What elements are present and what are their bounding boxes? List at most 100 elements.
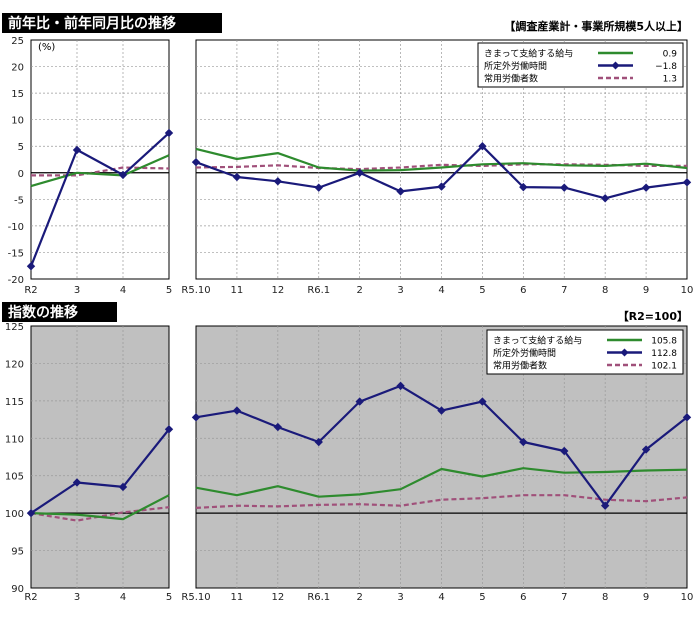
legend-value: 1.3 — [663, 75, 677, 85]
series-line-wage — [195, 467, 688, 498]
legend-value: −1.8 — [655, 62, 677, 72]
data-point — [682, 413, 692, 422]
data-point — [478, 397, 487, 406]
x-tick-label: 12 — [271, 592, 284, 603]
data-point — [682, 178, 692, 187]
x-tick-label: 2 — [356, 592, 362, 603]
data-point — [191, 413, 201, 422]
y-tick-label: -10 — [8, 222, 24, 233]
x-tick-label: R2 — [24, 592, 37, 603]
x-tick-label: 3 — [74, 285, 80, 296]
legend-value: 102.1 — [651, 362, 677, 372]
series-line-workers — [30, 506, 170, 522]
x-tick-label: 11 — [231, 592, 244, 603]
y-tick-label: 105 — [5, 472, 24, 483]
chart-title: 前年比・前年同月比の推移 — [8, 15, 176, 32]
chart-title-badge — [2, 13, 222, 33]
panel-0: R2 3 4 5 — [24, 325, 174, 603]
data-point — [26, 262, 36, 271]
x-tick-label: 5 — [166, 592, 172, 603]
x-tick-label: 8 — [602, 592, 608, 603]
x-tick-label: R6.1 — [307, 285, 330, 296]
legend: きまって支給する給与 0.9 所定外労働時間 −1.8 常用労働者数 1.3 — [477, 42, 684, 88]
legend-label: きまって支給する給与 — [484, 48, 573, 60]
y-tick-label: 0 — [18, 169, 24, 180]
data-point — [478, 142, 487, 151]
series-line-wage — [195, 147, 688, 172]
y-tick-label: 25 — [11, 36, 24, 47]
x-tick-label: 4 — [120, 285, 126, 296]
data-point — [355, 168, 364, 177]
y-tick-label: 115 — [5, 397, 24, 408]
data-point — [314, 183, 323, 192]
data-point — [396, 381, 405, 391]
x-tick-label: 3 — [397, 285, 403, 296]
series-line-hours — [29, 132, 170, 267]
data-point — [519, 182, 528, 192]
legend-label: 常用労働者数 — [493, 360, 547, 372]
data-point — [355, 397, 364, 406]
panel-0: R2 3 4 5 — [24, 39, 174, 296]
x-tick-label: R5.10 — [181, 592, 210, 603]
data-point — [232, 406, 242, 415]
x-tick-label: 12 — [271, 285, 284, 296]
data-point — [26, 508, 36, 518]
legend-label: きまって支給する給与 — [493, 335, 582, 347]
x-tick-label: 4 — [438, 285, 444, 296]
x-tick-label: 5 — [479, 285, 485, 296]
legend-value: 0.9 — [663, 50, 678, 60]
series-line-wage — [30, 494, 170, 521]
x-tick-label: 2 — [356, 285, 362, 296]
legend-marker — [611, 61, 620, 70]
data-point — [191, 157, 201, 167]
data-point — [273, 177, 283, 186]
x-tick-label: 7 — [561, 592, 567, 603]
legend-value: 105.8 — [651, 337, 677, 347]
x-tick-label: 10 — [681, 285, 694, 296]
x-tick-label: 6 — [520, 592, 526, 603]
x-tick-label: 4 — [438, 592, 444, 603]
unit-label: (%) — [38, 42, 55, 53]
x-tick-label: 3 — [397, 592, 403, 603]
y-tick-label: 95 — [11, 547, 24, 558]
chart-title-badge — [2, 302, 117, 322]
x-tick-label: 6 — [520, 285, 526, 296]
y-tick-label: 5 — [18, 142, 24, 153]
legend-marker — [620, 348, 629, 357]
legend-box — [477, 42, 684, 88]
data-point — [560, 183, 569, 192]
plot-area — [30, 39, 170, 280]
x-tick-label: 3 — [74, 592, 80, 603]
data-point — [118, 482, 128, 492]
chart-note: 【R2=100】 — [618, 310, 688, 323]
data-point — [273, 422, 283, 432]
legend-box — [486, 329, 684, 375]
data-point — [118, 170, 128, 180]
y-tick-label: 110 — [5, 434, 24, 445]
data-point — [164, 425, 174, 434]
data-point — [72, 145, 82, 155]
x-tick-label: R6.1 — [307, 592, 330, 603]
data-point — [164, 128, 174, 138]
legend-value: 112.8 — [651, 349, 677, 359]
data-point — [641, 183, 651, 192]
legend-label: 所定外労働時間 — [484, 60, 547, 72]
data-point — [396, 187, 405, 196]
data-point — [519, 437, 528, 447]
data-point — [314, 437, 323, 447]
series-line-hours — [30, 428, 170, 515]
series-line-workers — [195, 494, 688, 509]
chart-title: 指数の推移 — [8, 304, 78, 321]
legend-label: 常用労働者数 — [484, 73, 538, 85]
data-point — [641, 445, 651, 454]
x-tick-label: 7 — [561, 285, 567, 296]
y-tick-label: 100 — [5, 509, 24, 520]
x-tick-label: R5.10 — [181, 285, 210, 296]
data-point — [72, 478, 82, 487]
y-tick-label: 120 — [5, 359, 24, 370]
data-point — [232, 172, 242, 182]
legend-label: 所定外労働時間 — [493, 347, 556, 359]
x-tick-label: 5 — [479, 592, 485, 603]
